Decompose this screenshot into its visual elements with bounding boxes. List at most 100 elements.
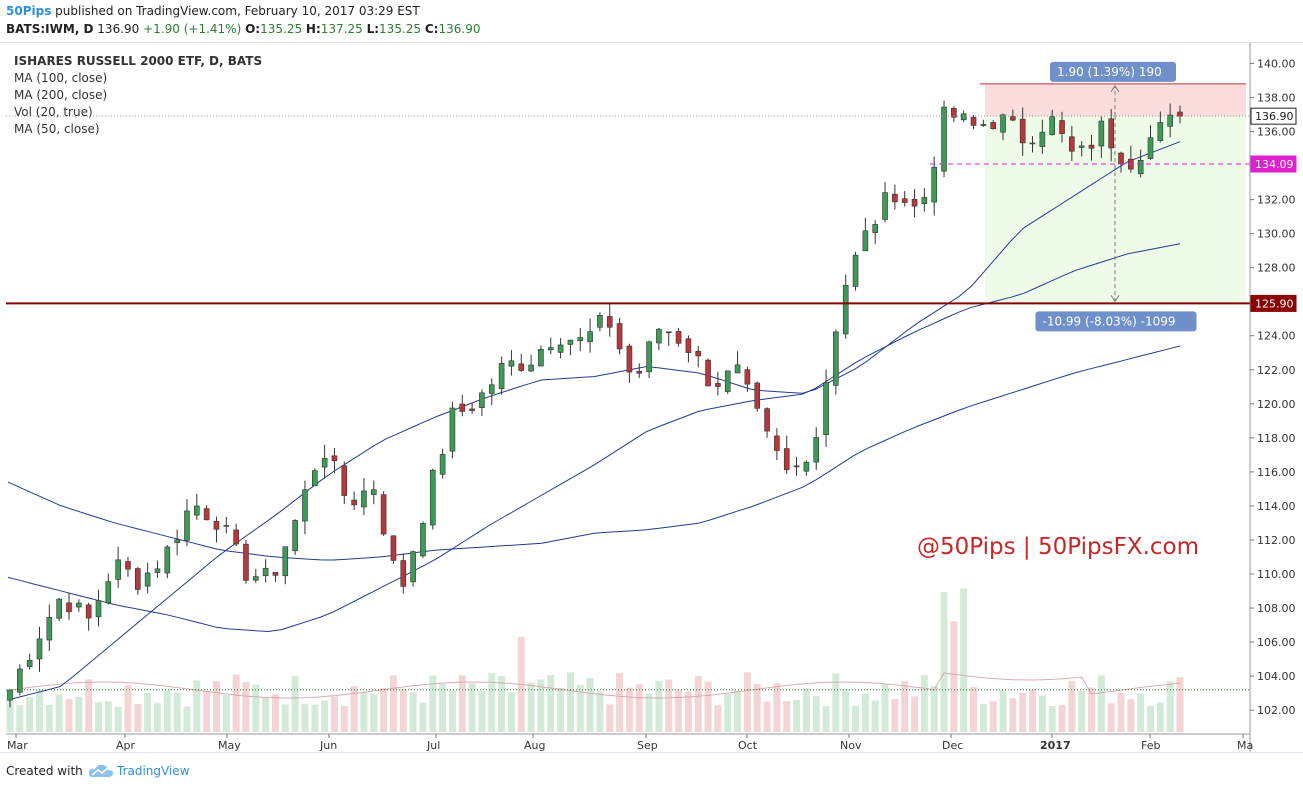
candle-body[interactable] bbox=[941, 106, 947, 172]
candle-body[interactable] bbox=[754, 382, 761, 409]
candle-body[interactable] bbox=[970, 117, 977, 126]
candle-body[interactable] bbox=[528, 364, 534, 372]
candle-body[interactable] bbox=[321, 458, 328, 468]
candle-body[interactable] bbox=[380, 494, 387, 535]
candle-body[interactable] bbox=[911, 199, 918, 207]
candle-body[interactable] bbox=[26, 659, 33, 667]
candle-body[interactable] bbox=[960, 113, 967, 121]
candle-body[interactable] bbox=[685, 338, 692, 353]
legend-item-ma50[interactable]: MA (50, close) bbox=[14, 122, 100, 136]
candle-body[interactable] bbox=[567, 339, 574, 345]
candle-body[interactable] bbox=[1177, 111, 1183, 117]
candle-body[interactable] bbox=[1157, 122, 1164, 141]
ma-line-2[interactable] bbox=[7, 345, 1181, 561]
candle-body[interactable] bbox=[665, 331, 672, 334]
candle-body[interactable] bbox=[921, 197, 928, 204]
candle-body[interactable] bbox=[892, 193, 898, 203]
candle-body[interactable] bbox=[115, 559, 121, 580]
candle-body[interactable] bbox=[292, 520, 298, 552]
candle-body[interactable] bbox=[194, 505, 200, 516]
candle-body[interactable] bbox=[823, 382, 829, 435]
candle-body[interactable] bbox=[636, 371, 643, 374]
candle-body[interactable] bbox=[833, 331, 839, 386]
candle-body[interactable] bbox=[774, 435, 780, 451]
candle-body[interactable] bbox=[852, 254, 859, 287]
candle-body[interactable] bbox=[1039, 131, 1046, 147]
candle-body[interactable] bbox=[1078, 145, 1085, 148]
measure-up-label-bg[interactable] bbox=[1050, 61, 1176, 82]
candle-body[interactable] bbox=[1137, 159, 1144, 174]
candle-body[interactable] bbox=[223, 525, 230, 527]
candle-body[interactable] bbox=[695, 350, 702, 357]
candle-body[interactable] bbox=[951, 108, 957, 118]
candle-body[interactable] bbox=[764, 408, 770, 432]
candle-body[interactable] bbox=[1049, 116, 1055, 136]
candle-body[interactable] bbox=[311, 470, 318, 487]
candle-body[interactable] bbox=[213, 521, 220, 530]
candle-body[interactable] bbox=[813, 437, 820, 463]
candle-body[interactable] bbox=[901, 198, 908, 203]
candle-body[interactable] bbox=[174, 539, 180, 543]
candle-body[interactable] bbox=[1019, 118, 1026, 144]
candle-body[interactable] bbox=[331, 455, 338, 462]
candle-body[interactable] bbox=[606, 316, 613, 328]
candle-body[interactable] bbox=[931, 166, 938, 203]
candle-body[interactable] bbox=[125, 561, 131, 570]
candle-body[interactable] bbox=[1118, 152, 1124, 165]
candle-body[interactable] bbox=[626, 345, 633, 373]
legend-item-vol[interactable]: Vol (20, true) bbox=[14, 105, 93, 119]
legend-item-ma200[interactable]: MA (200, close) bbox=[14, 88, 108, 102]
candle-body[interactable] bbox=[459, 403, 466, 412]
candle-body[interactable] bbox=[783, 448, 790, 471]
candle-body[interactable] bbox=[1010, 116, 1016, 121]
candle-body[interactable] bbox=[429, 469, 436, 526]
candle-body[interactable] bbox=[675, 331, 682, 344]
candle-body[interactable] bbox=[980, 124, 987, 126]
candle-body[interactable] bbox=[744, 369, 751, 385]
candle-body[interactable] bbox=[302, 489, 308, 522]
candle-body[interactable] bbox=[1108, 118, 1114, 149]
candle-body[interactable] bbox=[793, 465, 800, 468]
candle-body[interactable] bbox=[597, 314, 603, 328]
candle-body[interactable] bbox=[1098, 120, 1105, 147]
candle-body[interactable] bbox=[538, 349, 544, 367]
candle-body[interactable] bbox=[164, 546, 171, 574]
candle-body[interactable] bbox=[252, 576, 259, 581]
candle-body[interactable] bbox=[184, 510, 190, 541]
price-chart[interactable]: 102.00 104.00 106.00 108.00 110.00 112.00 114.… bbox=[0, 43, 1303, 752]
candle-body[interactable] bbox=[390, 535, 397, 561]
candle-body[interactable] bbox=[420, 523, 426, 557]
candle-body[interactable] bbox=[135, 568, 141, 590]
candle-body[interactable] bbox=[203, 508, 210, 521]
candle-body[interactable] bbox=[577, 337, 584, 342]
candle-body[interactable] bbox=[646, 341, 652, 373]
candle-body[interactable] bbox=[842, 284, 849, 335]
author-link[interactable]: 50Pips bbox=[6, 4, 52, 18]
candle-body[interactable] bbox=[469, 408, 475, 411]
candle-body[interactable] bbox=[803, 461, 810, 472]
candle-body[interactable] bbox=[990, 122, 996, 130]
candle-body[interactable] bbox=[1000, 114, 1006, 133]
candle-body[interactable] bbox=[351, 499, 357, 506]
candle-body[interactable] bbox=[46, 617, 53, 641]
candle-body[interactable] bbox=[1088, 144, 1095, 149]
candle-body[interactable] bbox=[715, 383, 721, 387]
candle-body[interactable] bbox=[872, 224, 879, 233]
candle-body[interactable] bbox=[1069, 136, 1075, 152]
candle-body[interactable] bbox=[282, 546, 289, 577]
candle-body[interactable] bbox=[410, 551, 416, 583]
candle-body[interactable] bbox=[56, 598, 62, 619]
candle-body[interactable] bbox=[36, 638, 43, 660]
tradingview-link[interactable]: TradingView bbox=[117, 764, 190, 778]
candle-body[interactable] bbox=[616, 323, 623, 350]
candle-body[interactable] bbox=[656, 328, 662, 344]
candle-body[interactable] bbox=[882, 192, 888, 220]
candle-body[interactable] bbox=[66, 602, 72, 613]
measure-down-label-bg[interactable] bbox=[1035, 311, 1197, 332]
candle-body[interactable] bbox=[272, 572, 279, 576]
candle-body[interactable] bbox=[400, 560, 407, 587]
candle-body[interactable] bbox=[547, 347, 554, 351]
candle-body[interactable] bbox=[17, 668, 23, 693]
candle-body[interactable] bbox=[557, 344, 564, 353]
candle-body[interactable] bbox=[479, 392, 485, 408]
